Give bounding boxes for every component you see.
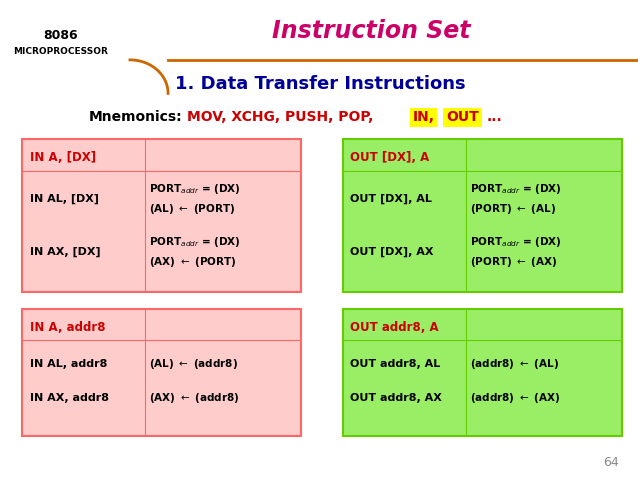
Text: Mnemonics:: Mnemonics: bbox=[89, 110, 182, 125]
Text: OUT: OUT bbox=[446, 110, 479, 125]
Text: Instruction Set: Instruction Set bbox=[272, 19, 470, 43]
Text: OUT [DX], AL: OUT [DX], AL bbox=[350, 194, 432, 204]
Text: (addr8) $\leftarrow$ (AX): (addr8) $\leftarrow$ (AX) bbox=[470, 390, 560, 405]
Text: MOV, XCHG, PUSH, POP,: MOV, XCHG, PUSH, POP, bbox=[187, 110, 373, 125]
Text: IN AL, [DX]: IN AL, [DX] bbox=[29, 194, 99, 204]
FancyBboxPatch shape bbox=[22, 139, 301, 292]
Text: 64: 64 bbox=[603, 456, 619, 469]
Text: OUT [DX], AX: OUT [DX], AX bbox=[350, 246, 434, 257]
Text: (addr8) $\leftarrow$ (AL): (addr8) $\leftarrow$ (AL) bbox=[470, 357, 559, 371]
Text: (PORT) $\leftarrow$ (AX): (PORT) $\leftarrow$ (AX) bbox=[470, 255, 557, 269]
Text: (PORT) $\leftarrow$ (AL): (PORT) $\leftarrow$ (AL) bbox=[470, 202, 556, 217]
FancyBboxPatch shape bbox=[22, 309, 301, 436]
Text: IN AL, addr8: IN AL, addr8 bbox=[29, 359, 107, 369]
Text: PORT$_{addr}$ = (DX): PORT$_{addr}$ = (DX) bbox=[470, 235, 561, 249]
Text: IN AX, addr8: IN AX, addr8 bbox=[29, 393, 108, 402]
Text: OUT addr8, AL: OUT addr8, AL bbox=[350, 359, 441, 369]
Text: 8086: 8086 bbox=[43, 29, 77, 43]
Text: PORT$_{addr}$ = (DX): PORT$_{addr}$ = (DX) bbox=[149, 182, 241, 196]
Text: (AX) $\leftarrow$ (addr8): (AX) $\leftarrow$ (addr8) bbox=[149, 390, 239, 405]
Text: 1. Data Transfer Instructions: 1. Data Transfer Instructions bbox=[175, 75, 466, 93]
Text: IN,: IN, bbox=[413, 110, 434, 125]
Text: IN A, [DX]: IN A, [DX] bbox=[29, 151, 96, 164]
Text: OUT addr8, A: OUT addr8, A bbox=[350, 321, 439, 334]
Text: IN AX, [DX]: IN AX, [DX] bbox=[29, 246, 100, 257]
Text: OUT [DX], A: OUT [DX], A bbox=[350, 151, 429, 164]
Text: MICROPROCESSOR: MICROPROCESSOR bbox=[13, 47, 108, 56]
Text: PORT$_{addr}$ = (DX): PORT$_{addr}$ = (DX) bbox=[149, 235, 241, 249]
FancyBboxPatch shape bbox=[343, 309, 622, 436]
Text: ...: ... bbox=[487, 110, 503, 125]
Text: (AX) $\leftarrow$ (PORT): (AX) $\leftarrow$ (PORT) bbox=[149, 255, 237, 269]
Text: (AL) $\leftarrow$ (PORT): (AL) $\leftarrow$ (PORT) bbox=[149, 202, 235, 217]
Text: OUT addr8, AX: OUT addr8, AX bbox=[350, 393, 442, 402]
Text: (AL) $\leftarrow$ (addr8): (AL) $\leftarrow$ (addr8) bbox=[149, 357, 238, 371]
Text: PORT$_{addr}$ = (DX): PORT$_{addr}$ = (DX) bbox=[470, 182, 561, 196]
FancyBboxPatch shape bbox=[343, 139, 622, 292]
Text: IN A, addr8: IN A, addr8 bbox=[29, 321, 105, 334]
